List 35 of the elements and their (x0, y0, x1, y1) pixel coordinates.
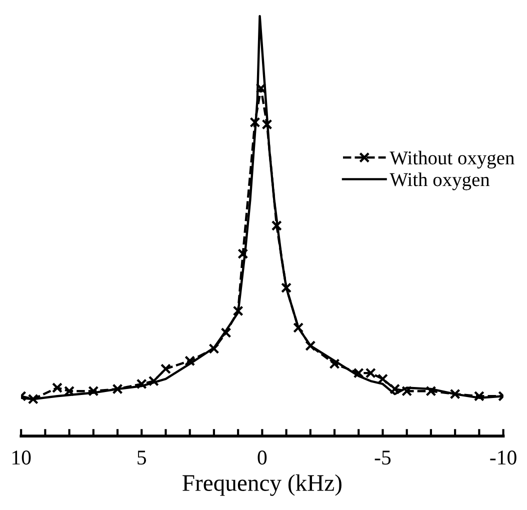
x-axis-title: Frequency (kHz) (182, 474, 342, 496)
point (208, 343, 220, 354)
point (64, 386, 75, 396)
x-tick-label: -5 (374, 450, 391, 465)
point (377, 374, 388, 384)
point (402, 386, 412, 396)
point (220, 327, 232, 338)
point (450, 388, 460, 400)
point (250, 117, 260, 128)
point (329, 358, 340, 370)
point (426, 386, 436, 396)
point (136, 378, 147, 390)
point (52, 382, 63, 394)
point (293, 322, 304, 333)
point (281, 282, 292, 294)
point (112, 384, 123, 394)
point (148, 376, 159, 386)
point (271, 220, 282, 231)
point (256, 83, 266, 94)
point (232, 306, 244, 316)
point (238, 248, 248, 260)
legend-label: Without oxygen (390, 150, 514, 168)
point (305, 340, 316, 352)
point (160, 364, 172, 374)
point (390, 384, 400, 394)
point (262, 119, 272, 130)
legend-label: With oxygen (390, 172, 490, 190)
point (28, 394, 38, 404)
point (88, 386, 99, 396)
x-tick-label: 10 (12, 450, 31, 465)
x-tick-label: 5 (138, 450, 146, 465)
point (184, 356, 196, 366)
x-tick-label: -10 (490, 450, 516, 465)
point (474, 390, 484, 402)
x-tick-label: 0 (258, 450, 267, 465)
